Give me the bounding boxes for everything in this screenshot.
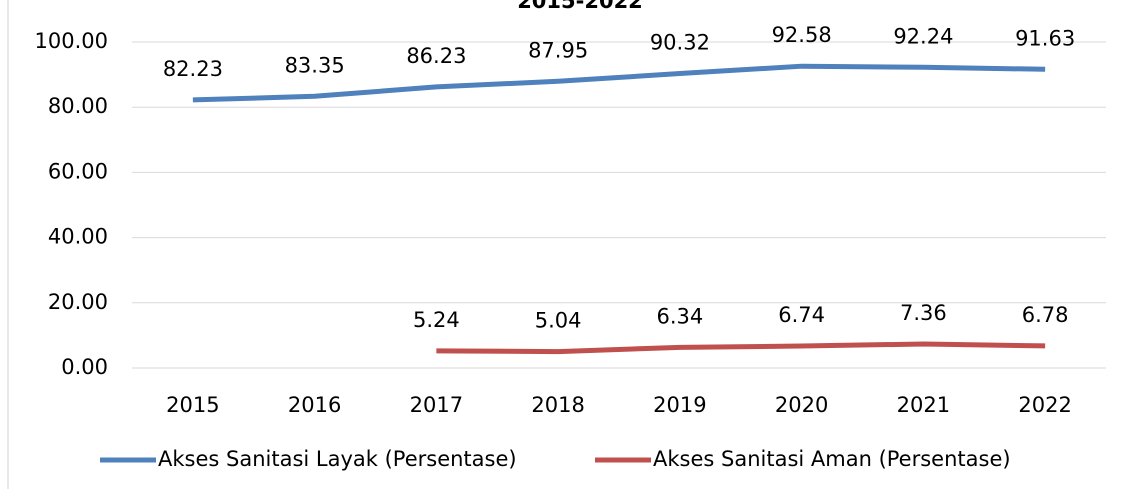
data-label: 82.23 — [163, 57, 223, 81]
x-tick-label: 2019 — [653, 393, 706, 417]
x-tick-label: 2021 — [897, 393, 950, 417]
legend-label: Akses Sanitasi Aman (Persentase) — [653, 447, 1011, 471]
data-label: 87.95 — [528, 38, 588, 62]
y-tick-label: 80.00 — [48, 94, 108, 118]
data-label: 86.23 — [406, 44, 466, 68]
x-tick-label: 2020 — [775, 393, 828, 417]
data-label: 92.24 — [893, 24, 953, 48]
legend-label: Akses Sanitasi Layak (Persentase) — [158, 447, 517, 471]
chart-title: 2015-2022 — [517, 0, 643, 13]
x-tick-label: 2022 — [1018, 393, 1071, 417]
data-label: 5.04 — [535, 309, 582, 333]
data-label: 6.78 — [1022, 303, 1069, 327]
y-tick-label: 100.00 — [35, 29, 108, 53]
data-label: 5.24 — [413, 308, 460, 332]
data-label: 83.35 — [285, 53, 345, 77]
x-tick-label: 2015 — [166, 393, 219, 417]
y-tick-label: 40.00 — [48, 225, 108, 249]
data-label: 90.32 — [650, 31, 710, 55]
y-tick-label: 20.00 — [48, 290, 108, 314]
data-label: 91.63 — [1015, 26, 1075, 50]
series-line — [436, 341, 1046, 355]
series-line — [192, 63, 1046, 103]
data-label: 6.74 — [778, 303, 825, 327]
x-tick-label: 2017 — [410, 393, 463, 417]
data-label: 92.58 — [772, 23, 832, 47]
x-tick-label: 2016 — [288, 393, 341, 417]
x-tick-label: 2018 — [531, 393, 584, 417]
data-label: 7.36 — [900, 301, 947, 325]
data-label: 6.34 — [656, 304, 703, 328]
y-tick-label: 60.00 — [48, 159, 108, 183]
y-tick-label: 0.00 — [61, 355, 108, 379]
